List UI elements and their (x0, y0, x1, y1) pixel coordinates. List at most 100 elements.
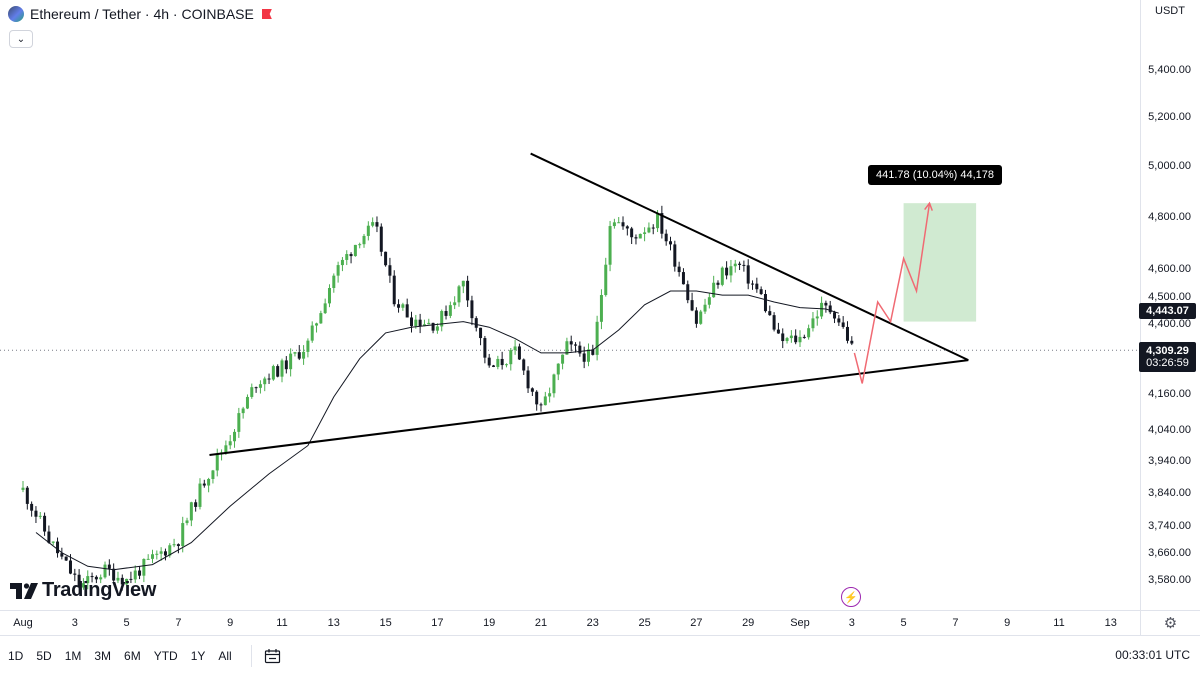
timeframe-button-1y[interactable]: 1Y (190, 648, 206, 663)
time-axis[interactable]: Aug 3 5 7 9 11 13 15 17 19 21 23 25 27 29 Sep 3 5 7 9 11 13 (0, 610, 1140, 635)
candle-body (526, 370, 530, 389)
candle-body (280, 360, 284, 377)
time-axis-label: 11 (1053, 617, 1065, 629)
candle-body (599, 295, 603, 322)
candle-body (522, 359, 526, 371)
candle-body (142, 558, 146, 576)
candle-body (763, 294, 767, 312)
time-axis-label: 5 (900, 617, 907, 629)
timeframe-button-all[interactable]: All (218, 648, 232, 663)
chart-pane[interactable]: Ethereum / Tether · 4h · COINBASE ⌄ 441.… (0, 0, 1140, 610)
time-axis-label: 9 (1004, 617, 1011, 629)
candle-body (163, 551, 167, 556)
price-axis-label: 4,800.00 (1148, 210, 1191, 223)
candle-body (617, 222, 621, 224)
timeframe-button-1d[interactable]: 1D (8, 648, 24, 663)
candle-body (738, 263, 742, 265)
candle-body (336, 265, 340, 276)
candle-body (690, 300, 694, 311)
currency-button[interactable]: USDT (1155, 5, 1185, 17)
candle-body (673, 244, 677, 267)
time-axis-label: 23 (586, 617, 599, 629)
timeframe-button-5d[interactable]: 5D (36, 648, 52, 663)
candle-body (353, 244, 357, 257)
gear-icon[interactable]: ⚙ (1140, 610, 1200, 635)
candle-body (133, 570, 137, 580)
candle-body (21, 487, 25, 490)
price-scale[interactable]: 5,400.00 5,200.00 5,000.00 4,800.00 4,600.00… (1140, 0, 1200, 610)
time-axis-label: 5 (123, 617, 130, 629)
candle-body (656, 213, 660, 229)
price-axis-label: 3,740.00 (1148, 519, 1191, 532)
projection-path[interactable] (853, 203, 931, 384)
candle-body (366, 225, 370, 236)
candle-body (375, 222, 379, 227)
candle-body (621, 222, 625, 227)
candle-body (440, 311, 444, 327)
descending-resistance-trendline[interactable] (530, 152, 969, 362)
candle-body (211, 470, 215, 479)
time-axis-label: 21 (534, 617, 548, 629)
candle-body (340, 259, 344, 266)
candle-body (267, 378, 271, 380)
candle-body (699, 311, 703, 324)
timeframe-button-ytd[interactable]: YTD (153, 648, 178, 663)
timeframe-button-1m[interactable]: 1M (64, 648, 82, 663)
candle-body (81, 583, 85, 588)
candle-body (448, 305, 452, 316)
time-axis-label: 7 (952, 617, 959, 629)
candle-body (751, 283, 755, 285)
flag-icon[interactable] (261, 9, 272, 19)
calendar-range-icon[interactable] (250, 644, 282, 667)
candle-body (712, 282, 716, 298)
current-price-tag: 4,309.29 03:26:59 (1139, 342, 1196, 372)
candle-body (427, 322, 431, 325)
price-axis-label: 3,580.00 (1148, 574, 1191, 587)
price-axis-label: 4,500.00 (1148, 290, 1191, 303)
candle-body (323, 303, 327, 314)
tradingview-logo-icon (10, 582, 38, 599)
candle-body (509, 350, 513, 365)
candle-body (233, 431, 237, 442)
time-axis-label: 7 (175, 617, 182, 629)
candle-body (612, 222, 616, 227)
chevron-down-icon[interactable]: ⌄ (9, 30, 33, 48)
candle-body (47, 531, 51, 543)
candle-body (470, 300, 474, 319)
candle-body (397, 304, 401, 308)
candle-body (185, 520, 189, 524)
utc-clock[interactable]: 00:33:01 UTC (1115, 648, 1190, 662)
candle-body (332, 275, 336, 288)
candle-body (151, 554, 154, 559)
ascending-support-trendline[interactable] (209, 359, 969, 456)
time-axis-label: Aug (13, 617, 33, 629)
candle-body (785, 338, 789, 342)
candle-body (535, 391, 539, 405)
lightning-icon[interactable]: ⚡ (841, 587, 861, 607)
candle-body (707, 297, 711, 305)
candle-body (802, 336, 806, 338)
candle-body (306, 340, 310, 352)
candle-body (327, 287, 331, 304)
candle-body (99, 577, 103, 580)
candle-body (215, 453, 219, 471)
candle-body (125, 578, 129, 585)
candle-body (418, 319, 422, 327)
bar-countdown: 03:26:59 (1146, 357, 1189, 369)
symbol-legend[interactable]: Ethereum / Tether · 4h · COINBASE (8, 6, 272, 22)
candle-body (245, 396, 249, 409)
candle-body (172, 544, 176, 546)
candle-body (310, 325, 314, 341)
candle-body (733, 263, 737, 267)
measure-label: 441.78 (10.04%) 44,178 (868, 165, 1003, 185)
candle-body (845, 326, 849, 341)
candle-body (729, 266, 733, 276)
timeframe-button-3m[interactable]: 3M (94, 648, 112, 663)
candle-body (833, 312, 837, 319)
tradingview-watermark[interactable]: TradingView (10, 579, 156, 602)
timeframe-button-6m[interactable]: 6M (124, 648, 141, 663)
candle-body (634, 237, 638, 239)
candle-body (207, 478, 211, 486)
candle-body (414, 319, 418, 327)
time-axis-label: 15 (379, 617, 392, 629)
